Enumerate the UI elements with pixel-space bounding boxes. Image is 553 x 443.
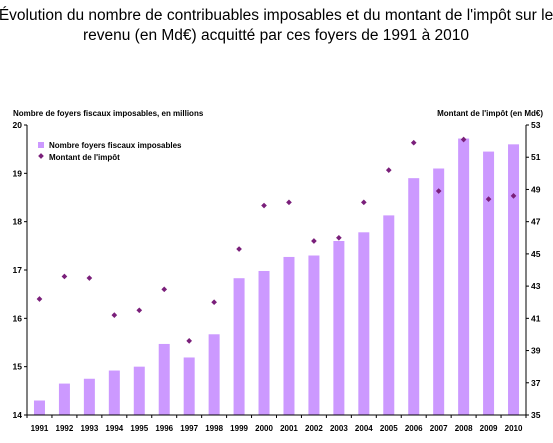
bar: [58, 383, 70, 415]
impot-point: [111, 312, 118, 318]
bar: [133, 366, 145, 415]
bar: [258, 270, 270, 415]
bar: [333, 241, 345, 415]
impot-point: [236, 246, 242, 252]
impot-point: [161, 286, 168, 293]
bar: [408, 178, 420, 415]
impot-point: [385, 167, 392, 173]
left-tick-label: 15: [13, 362, 23, 372]
left-axis-title: Nombre de foyers fiscaux imposables, en …: [13, 109, 204, 118]
impot-point: [336, 234, 342, 241]
bar: [358, 232, 370, 415]
bar: [33, 400, 45, 415]
legend-marker-label: Montant de l'impôt: [49, 153, 120, 162]
impot-point: [36, 296, 43, 302]
impot-point: [286, 199, 292, 206]
impot-point: [136, 307, 143, 314]
left-tick-label: 20: [13, 120, 23, 130]
right-tick-label: 35: [531, 410, 541, 420]
impot-point: [485, 196, 492, 202]
left-tick-label: 14: [13, 410, 23, 420]
bar: [233, 278, 245, 415]
x-tick-label: 1997: [180, 424, 198, 433]
right-tick-label: 45: [531, 249, 541, 259]
right-tick-label: 47: [531, 217, 541, 227]
x-tick-label: 2003: [330, 424, 348, 433]
x-tick-label: 2009: [480, 424, 498, 433]
x-tick-label: 1994: [105, 424, 123, 433]
x-tick-label: 2005: [380, 424, 398, 433]
x-tick-label: 2004: [355, 424, 373, 433]
left-tick-label: 16: [13, 313, 23, 323]
bar: [508, 144, 520, 416]
impot-point: [360, 199, 367, 206]
legend-bar-label: Nombre foyers fiscaux imposables: [49, 141, 182, 150]
bar: [108, 370, 120, 415]
impot-point: [460, 136, 467, 143]
right-tick-label: 41: [531, 313, 541, 323]
bar: [83, 378, 95, 415]
right-tick-label: 53: [531, 120, 541, 130]
chart-title-line2: revenu (en Md€) acquitté par ces foyers …: [83, 27, 469, 44]
bar: [458, 138, 470, 416]
right-tick-label: 43: [531, 281, 541, 291]
bar: [158, 343, 170, 415]
right-tick-label: 51: [531, 152, 541, 162]
x-tick-label: 1991: [31, 424, 49, 433]
bar: [383, 215, 395, 415]
legend-marker-swatch: [38, 153, 44, 159]
x-tick-label: 2002: [305, 424, 323, 433]
right-tick-label: 37: [531, 378, 541, 388]
x-tick-label: 1999: [230, 424, 248, 433]
impot-point: [61, 273, 68, 280]
x-tick-label: 1996: [155, 424, 173, 433]
x-tick-label: 1992: [56, 424, 74, 433]
legend-bar-swatch: [38, 142, 44, 148]
bar: [208, 334, 220, 415]
right-axis-title: Montant de l'impôt (en Md€): [437, 109, 543, 118]
x-tick-label: 2000: [255, 424, 273, 433]
impot-point: [186, 338, 193, 344]
x-tick-label: 2007: [430, 424, 448, 433]
legend: Nombre foyers fiscaux imposables Montant…: [38, 141, 182, 162]
impot-point: [435, 188, 442, 194]
x-tick-label: 2001: [280, 424, 298, 433]
impot-point: [410, 139, 417, 146]
impot-point: [211, 299, 217, 306]
bar: [433, 168, 445, 415]
right-tick-label: 39: [531, 346, 541, 356]
x-tick-label: 2008: [455, 424, 473, 433]
left-tick-label: 18: [13, 217, 23, 227]
impot-point: [311, 238, 317, 244]
plot-area: 14 15 16 17 18 19 20 35 37 39 41 43 45 47 49 51 53 1991 19…: [13, 120, 541, 433]
impot-point: [261, 202, 267, 209]
bar: [308, 255, 320, 415]
bar: [283, 256, 295, 415]
x-tick-label: 2006: [405, 424, 423, 433]
chart-title-line1: Évolution du nombre de contribuables imp…: [0, 7, 553, 24]
x-tick-label: 1993: [80, 424, 98, 433]
impot-point: [510, 193, 517, 199]
bar: [483, 151, 495, 416]
bar: [183, 357, 195, 415]
impot-point: [86, 275, 93, 281]
left-tick-label: 19: [13, 168, 23, 178]
x-tick-label: 1998: [205, 424, 223, 433]
x-tick-label: 2010: [505, 424, 523, 433]
left-tick-label: 17: [13, 265, 23, 275]
right-tick-label: 49: [531, 184, 541, 194]
x-tick-label: 1995: [130, 424, 148, 433]
